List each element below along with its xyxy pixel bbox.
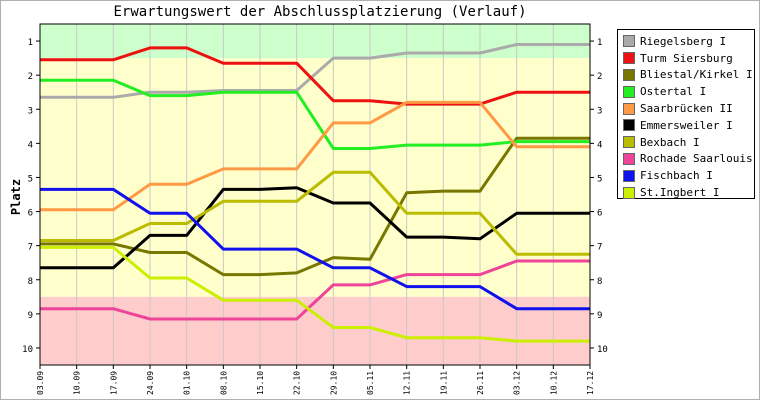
legend-item-4: Saarbrücken II — [618, 100, 754, 117]
ytick-label-left-1: 1 — [28, 38, 33, 48]
ytick-label-right-4: 4 — [597, 140, 602, 150]
rank-band-2 — [40, 296, 590, 365]
legend-swatch-8 — [623, 169, 635, 182]
xtick-label-05.11: 05.11 — [366, 371, 375, 395]
xtick-label-17.12: 17.12 — [586, 371, 595, 395]
ytick-label-right-10: 10 — [597, 345, 608, 355]
ytick-label-right-9: 9 — [597, 311, 602, 321]
legend-label-1: Turm Siersburg — [640, 51, 733, 65]
plot-border — [39, 23, 591, 366]
xtick-label-15.10: 15.10 — [256, 371, 265, 395]
xtick-label-17.09: 17.09 — [109, 371, 118, 395]
ytick-label-right-8: 8 — [597, 277, 602, 287]
ytick-label-right-5: 5 — [597, 174, 602, 184]
xtick-label-03.09: 03.09 — [36, 371, 45, 395]
series-line-0 — [40, 43, 590, 99]
legend-swatch-7 — [623, 152, 635, 165]
ytick-label-left-4: 4 — [28, 140, 33, 150]
legend-item-3: Ostertal I — [618, 83, 754, 100]
xtick-label-24.09: 24.09 — [146, 371, 155, 395]
legend-swatch-4 — [623, 102, 635, 115]
xtick-label-08.10: 08.10 — [219, 371, 228, 395]
legend-label-2: Bliestal/Kirkel I — [640, 68, 753, 82]
series-line-4 — [40, 100, 590, 212]
xtick-label-26.11: 26.11 — [476, 371, 485, 395]
legend-item-6: Bexbach I — [618, 134, 754, 151]
y-ticks-right: 1 2 3 4 5 6 7 8 9 10 — [590, 38, 608, 355]
ytick-label-left-10: 10 — [22, 345, 33, 355]
xtick-label-22.10: 22.10 — [293, 371, 302, 395]
legend-swatch-2 — [623, 68, 635, 81]
legend-label-9: St.Ingbert I — [640, 186, 720, 200]
legend-swatch-9 — [623, 186, 635, 199]
legend-item-1: Turm Siersburg — [618, 50, 754, 67]
ytick-label-left-6: 6 — [28, 209, 33, 219]
ytick-label-right-6: 6 — [597, 209, 602, 219]
series-line-3 — [40, 78, 590, 150]
series-line-1 — [40, 46, 590, 106]
legend-item-2: Bliestal/Kirkel I — [618, 67, 754, 84]
xtick-label-03.12: 03.12 — [513, 371, 522, 395]
ytick-label-right-7: 7 — [597, 243, 602, 253]
series-lines — [40, 43, 590, 343]
chart-title: Erwartungswert der Abschlussplatzierung … — [113, 4, 527, 20]
xtick-label-10.09: 10.09 — [73, 371, 82, 395]
ytick-label-left-8: 8 — [28, 277, 33, 287]
legend-label-8: Fischbach I — [640, 169, 713, 183]
series-line-7 — [40, 259, 590, 321]
series-line-6 — [40, 170, 590, 256]
legend-swatch-6 — [623, 136, 635, 149]
legend-label-7: Rochade Saarlouis I — [640, 152, 760, 166]
legend-item-9: St.Ingbert I — [618, 184, 754, 201]
legend-label-6: Bexbach I — [640, 135, 700, 149]
legend-swatch-3 — [623, 85, 635, 98]
ytick-label-right-1: 1 — [597, 38, 602, 48]
ytick-label-left-3: 3 — [28, 106, 33, 116]
ytick-label-left-2: 2 — [28, 72, 33, 82]
legend-item-5: Emmersweiler I — [618, 117, 754, 134]
legend-label-5: Emmersweiler I — [640, 118, 733, 132]
legend-swatch-5 — [623, 119, 635, 132]
xtick-label-19.11: 19.11 — [439, 371, 448, 395]
legend-label-3: Ostertal I — [640, 85, 707, 99]
x-ticks: 03.09 10.09 17.09 24.09 01.10 08.10 15.10 22.10… — [36, 365, 595, 395]
series-line-5 — [40, 186, 590, 270]
xtick-label-12.11: 12.11 — [403, 371, 412, 395]
ytick-label-right-2: 2 — [597, 72, 602, 82]
rank-band-0 — [40, 24, 590, 59]
legend-swatch-1 — [623, 52, 635, 65]
legend-item-7: Rochade Saarlouis I — [618, 151, 760, 168]
series-line-9 — [40, 245, 590, 343]
legend-label-0: Riegelsberg I — [640, 34, 727, 48]
legend: Riegelsberg I Turm Siersburg Bliestal/Kirk… — [617, 29, 760, 201]
ytick-label-left-5: 5 — [28, 174, 33, 184]
rank-bands — [40, 24, 590, 365]
legend-label-4: Saarbrücken II — [640, 102, 733, 116]
xtick-label-10.12: 10.12 — [549, 371, 558, 395]
xtick-label-01.10: 01.10 — [183, 371, 192, 395]
ytick-label-left-7: 7 — [28, 243, 33, 253]
legend-item-0: Riegelsberg I — [618, 33, 754, 50]
ytick-label-left-9: 9 — [28, 311, 33, 321]
legend-swatch-0 — [623, 35, 635, 48]
ytick-label-right-3: 3 — [597, 106, 602, 116]
y-ticks-left: 1 2 3 4 5 6 7 8 9 10 — [22, 38, 40, 355]
xtick-label-29.10: 29.10 — [329, 371, 338, 395]
series-line-8 — [40, 187, 590, 311]
legend-item-8: Fischbach I — [618, 167, 754, 184]
series-line-2 — [40, 136, 590, 277]
